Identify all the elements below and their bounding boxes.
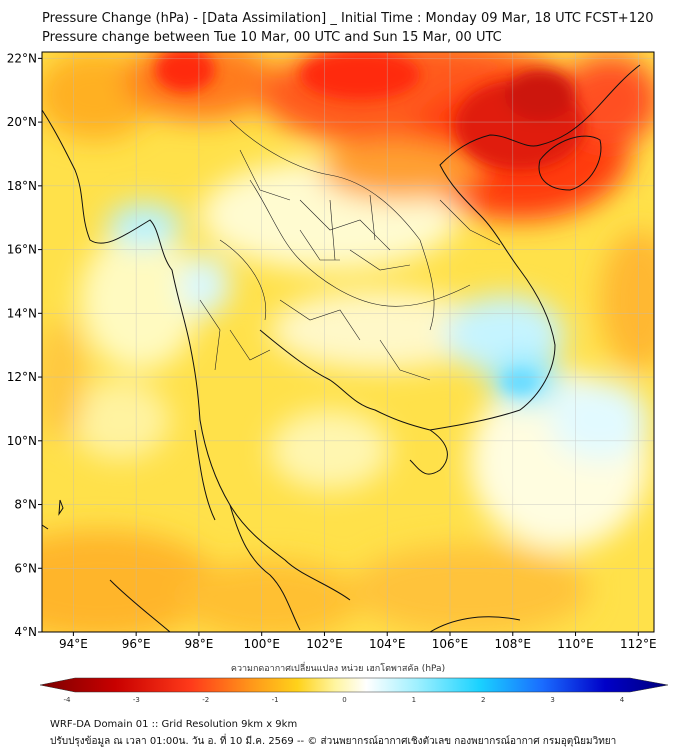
footer-domain-info: WRF-DA Domain 01 :: Grid Resolution 9km … (50, 719, 298, 730)
admin-borders (199, 119, 501, 381)
lon-label: 96°E (122, 637, 151, 651)
pressure-field (42, 52, 654, 632)
colorbar-label: ความกดอากาศเปลี่ยนแปลง หน่วย เฮกโตพาสคัล… (230, 664, 446, 674)
map-frame (41, 51, 655, 633)
lon-label: 108°E (495, 637, 532, 651)
colorbar-tick-label: -2 (202, 696, 209, 704)
lon-label: 102°E (306, 637, 343, 651)
colorbar-tick-label: 4 (620, 696, 625, 704)
lat-label: 10°N (7, 434, 37, 448)
lat-label: 6°N (14, 561, 37, 575)
lon-label: 100°E (243, 637, 280, 651)
lat-label: 14°N (7, 306, 37, 320)
lat-label: 22°N (7, 51, 37, 65)
colorbar-tick-label: -1 (272, 696, 279, 704)
graticule (42, 52, 654, 632)
lat-label: 16°N (7, 243, 37, 257)
colorbar-tick-label: 3 (550, 696, 554, 704)
lat-label: 18°N (7, 179, 37, 193)
colorbar-tick-label: 1 (412, 696, 416, 704)
lat-label: 12°N (7, 370, 37, 384)
colorbar-tick-label: 0 (342, 696, 346, 704)
chart-subtitle: Pressure change between Tue 10 Mar, 00 U… (42, 30, 502, 45)
colorbar-tick-label: 2 (481, 696, 485, 704)
lat-label: 20°N (7, 115, 37, 129)
lon-label: 110°E (557, 637, 594, 651)
footer-update-info: ปรับปรุงข้อมูล ณ เวลา 01:00น. วัน อ. ที่… (50, 736, 617, 747)
lon-label: 98°E (184, 637, 213, 651)
lat-label: 8°N (14, 498, 37, 512)
coastlines (42, 64, 641, 632)
longitude-labels: 94°E 96°E 98°E 100°E 102°E 104°E 106°E 108°E 110… (59, 632, 657, 651)
lon-label: 104°E (369, 637, 406, 651)
chart-title: Pressure Change (hPa) - [Data Assimilati… (42, 11, 654, 26)
colorbar-tick-label: -4 (64, 696, 72, 704)
colorbar: -4 -3 -2 -1 0 1 2 3 4 (39, 677, 669, 704)
lon-label: 106°E (432, 637, 469, 651)
lat-label: 4°N (14, 625, 37, 639)
colorbar-tick-label: -3 (133, 696, 140, 704)
lon-label: 94°E (59, 637, 88, 651)
lon-label: 112°E (620, 637, 657, 651)
latitude-labels: 22°N 20°N 18°N 16°N 14°N 12°N 10°N 8°N 6°N 4°N (7, 51, 42, 639)
